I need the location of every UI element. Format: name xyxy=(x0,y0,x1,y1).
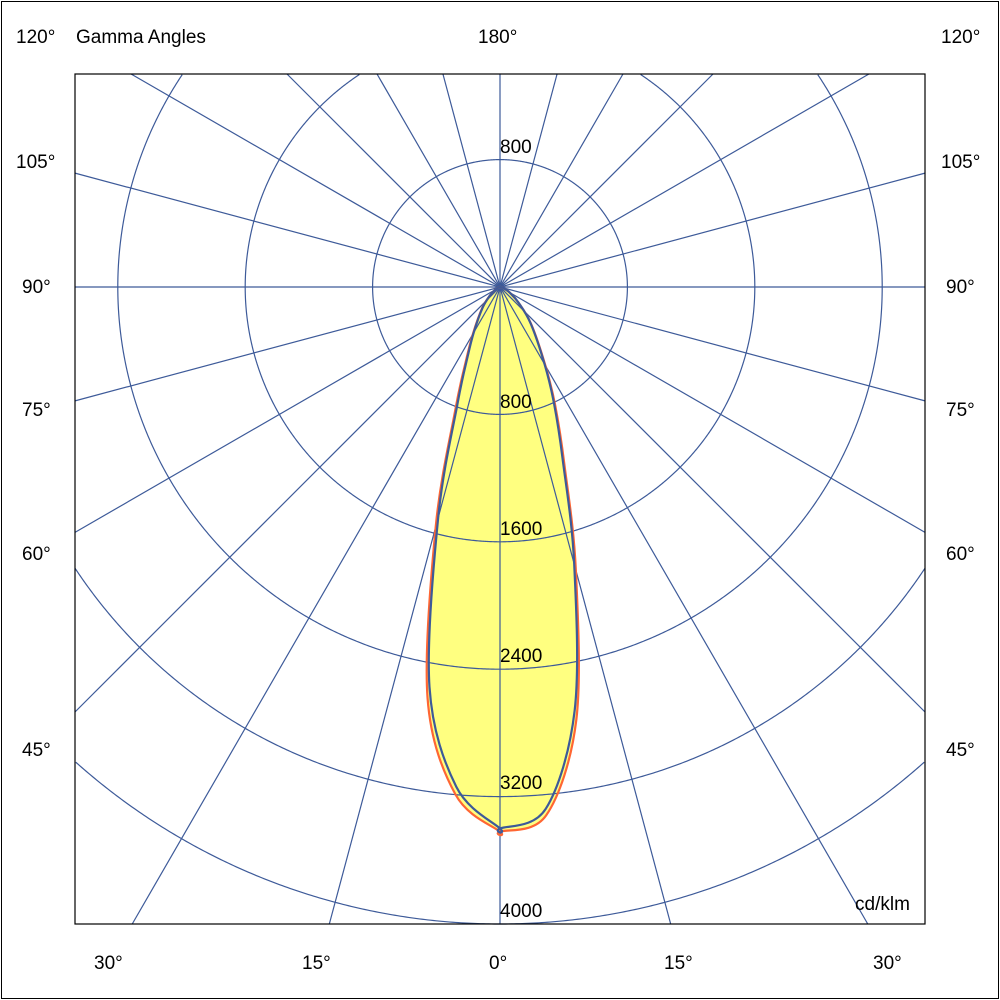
intensity-curve-1 xyxy=(427,285,579,834)
bottom-label-15-left: 15° xyxy=(302,953,331,974)
ring-label-2400: 2400 xyxy=(500,646,543,667)
side-label-left-105: 105° xyxy=(16,152,56,173)
side-label-left-90: 90° xyxy=(22,277,51,298)
side-label-right-75: 75° xyxy=(946,400,975,421)
radial-line-45 xyxy=(286,73,926,713)
radial-line-120 xyxy=(74,73,870,533)
radial-line-60 xyxy=(130,73,926,533)
ring-label-top-800: 800 xyxy=(500,137,532,158)
radial-line-15 xyxy=(442,73,672,925)
ring-label-3200: 3200 xyxy=(500,773,543,794)
radial-line-135 xyxy=(74,73,714,713)
radial-line-150 xyxy=(131,73,624,925)
ring-label-1600: 1600 xyxy=(500,519,543,540)
unit-label: cd/klm xyxy=(855,894,910,915)
plot-content xyxy=(74,73,926,925)
intensity-fill xyxy=(426,287,579,836)
side-label-right-60: 60° xyxy=(946,544,975,565)
ring-3200 xyxy=(74,567,926,798)
chart-title: Gamma Angles xyxy=(76,27,206,48)
ring-1600 xyxy=(244,74,756,543)
bottom-label-15-right: 15° xyxy=(664,953,693,974)
side-label-right-120: 120° xyxy=(941,27,981,48)
plot-border xyxy=(74,73,926,925)
bottom-label-30-left: 30° xyxy=(94,953,123,974)
side-label-left-60: 60° xyxy=(22,544,51,565)
ring-2400 xyxy=(117,74,883,670)
side-label-right-90: 90° xyxy=(946,277,975,298)
bottom-label-0: 0° xyxy=(489,953,508,974)
radial-line-165 xyxy=(328,73,558,925)
ring-4000 xyxy=(75,761,925,925)
side-label-left-75: 75° xyxy=(22,400,51,421)
ring-label-4000: 4000 xyxy=(500,901,543,922)
radial-line-30 xyxy=(376,73,869,925)
side-label-left-45: 45° xyxy=(22,740,51,761)
top-label-180: 180° xyxy=(478,27,518,48)
side-label-left-120: 120° xyxy=(16,27,56,48)
side-label-right-105: 105° xyxy=(941,152,981,173)
side-label-right-45: 45° xyxy=(946,740,975,761)
ring-label-800: 800 xyxy=(500,392,532,413)
bottom-label-30-right: 30° xyxy=(873,953,902,974)
